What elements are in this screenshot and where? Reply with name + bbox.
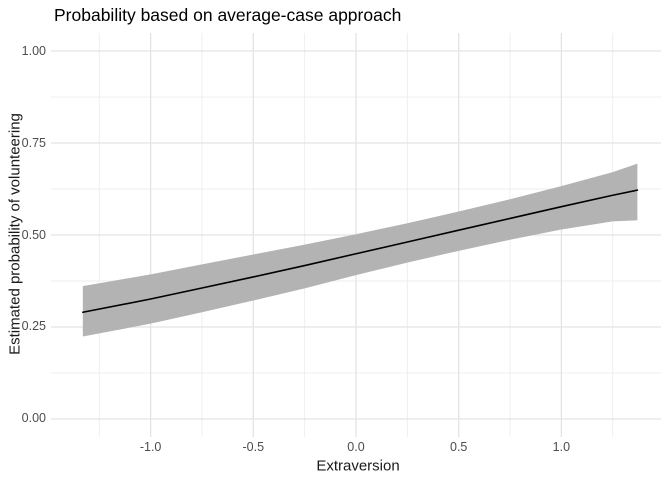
y-tick-label: 0.25	[21, 319, 46, 334]
x-tick-label: -1.0	[139, 440, 162, 454]
x-tick-label: -0.5	[242, 440, 265, 454]
confidence-ribbon	[82, 163, 638, 337]
x-tick-label: 0.5	[449, 440, 468, 454]
x-tick-label: 0.0	[347, 440, 365, 454]
y-tick-label: 1.00	[21, 43, 46, 58]
plot-title: Probability based on average-case approa…	[54, 5, 402, 25]
fitted-line	[82, 189, 639, 314]
y-tick-label: 0.75	[21, 135, 46, 150]
x-axis-title: Extraversion	[316, 457, 400, 475]
y-tick-label: 0.50	[21, 227, 46, 242]
x-tick-label: 1.0	[552, 440, 571, 454]
y-tick-label: 0.00	[21, 411, 46, 426]
